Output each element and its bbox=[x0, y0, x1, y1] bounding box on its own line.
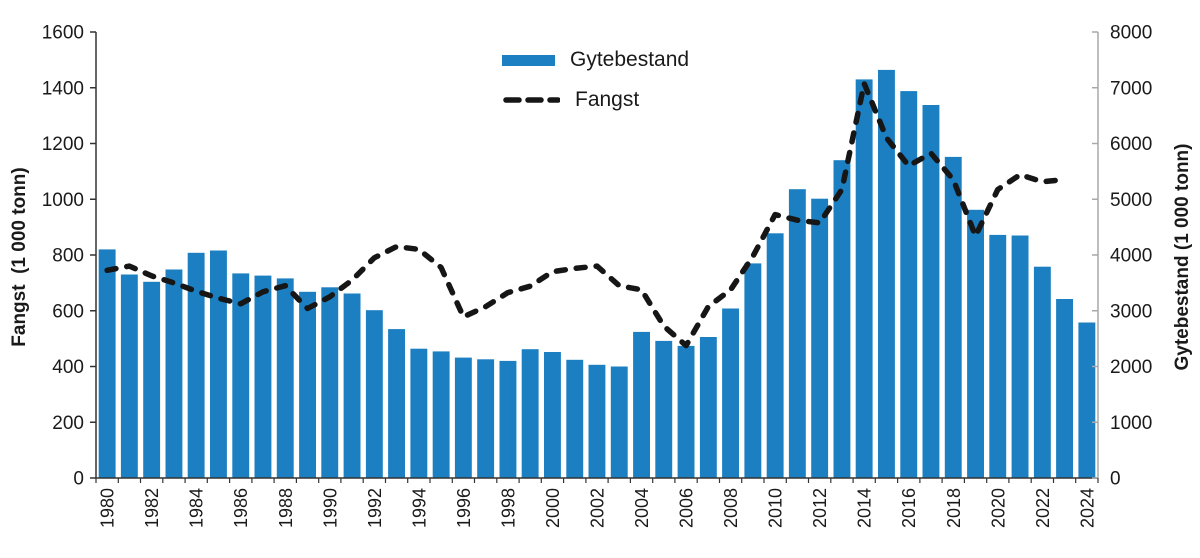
bar-2001 bbox=[566, 359, 584, 478]
bar-2004 bbox=[633, 331, 650, 478]
right-axis-tick-label: 7000 bbox=[1110, 78, 1152, 99]
bar-1998 bbox=[499, 360, 517, 478]
x-axis-year-label: 1982 bbox=[142, 488, 162, 528]
right-axis-tick-label: 2000 bbox=[1110, 357, 1152, 378]
right-axis-tick-label: 0 bbox=[1110, 469, 1121, 490]
bar-2002 bbox=[588, 364, 606, 478]
bar-1980 bbox=[98, 249, 116, 478]
x-axis-year-label: 2000 bbox=[543, 488, 563, 528]
x-axis-year-label: 1994 bbox=[409, 488, 429, 528]
bar-2019 bbox=[967, 209, 984, 479]
left-axis-tick-label: 600 bbox=[52, 301, 84, 322]
bar-2000 bbox=[544, 352, 561, 478]
bar-2007 bbox=[699, 337, 717, 478]
left-axis-tick-label: 400 bbox=[52, 357, 84, 378]
left-axis-tick-label: 1000 bbox=[42, 190, 84, 211]
bar-1987 bbox=[254, 275, 272, 478]
legend-item-fangst: Fangst bbox=[502, 88, 689, 112]
gytebestand-bar-swatch bbox=[502, 54, 555, 66]
right-axis-tick-label: 3000 bbox=[1110, 301, 1152, 322]
bar-1992 bbox=[365, 310, 383, 478]
fangst-line-swatch bbox=[503, 97, 560, 103]
bar-2023 bbox=[1056, 299, 1073, 478]
bar-1994 bbox=[410, 348, 428, 478]
bar-1995 bbox=[432, 351, 450, 478]
bar-2024 bbox=[1078, 322, 1096, 478]
fangst-line bbox=[104, 80, 1068, 349]
left-axis-tick-label: 1400 bbox=[42, 78, 84, 99]
right-axis-tick-label: 8000 bbox=[1110, 23, 1152, 44]
x-axis-year-label: 1996 bbox=[454, 488, 474, 528]
bar-2017 bbox=[922, 105, 940, 478]
bar-2016 bbox=[900, 91, 918, 478]
bar-2021 bbox=[1011, 235, 1029, 478]
bar-2008 bbox=[722, 308, 739, 478]
x-axis-year-label: 2016 bbox=[899, 488, 919, 528]
right-axis-tick-label: 1000 bbox=[1110, 413, 1152, 434]
left-axis-tick-label: 1600 bbox=[42, 23, 84, 44]
bar-1985 bbox=[210, 250, 227, 478]
legend-label-gytebestand: Gytebestand bbox=[570, 48, 690, 71]
x-axis-year-label: 2010 bbox=[766, 488, 786, 528]
bar-1999 bbox=[521, 349, 539, 478]
bar-2015 bbox=[878, 69, 895, 479]
left-axis-tick-label: 200 bbox=[52, 413, 84, 434]
left-axis-title: Fangst (1 000 tonn) bbox=[9, 167, 30, 347]
x-axis-year-label: 1988 bbox=[276, 488, 296, 528]
legend: Gytebestand Fangst bbox=[502, 48, 689, 128]
bar-2005 bbox=[655, 340, 673, 478]
x-axis-year-label: 1986 bbox=[231, 488, 251, 528]
left-axis-tick-label: 0 bbox=[73, 469, 84, 490]
x-axis-year-label: 2020 bbox=[988, 488, 1008, 528]
bar-2012 bbox=[811, 198, 829, 478]
bar-2013 bbox=[833, 160, 851, 478]
legend-label-fangst: Fangst bbox=[575, 88, 640, 111]
bar-1988 bbox=[276, 278, 294, 478]
x-axis-year-label: 2012 bbox=[810, 488, 830, 528]
bar-2006 bbox=[677, 345, 695, 478]
x-axis-year-label: 2004 bbox=[632, 488, 652, 528]
right-axis-title: Gytebestand (1 000 tonn) bbox=[1172, 143, 1193, 371]
bar-1986 bbox=[232, 273, 250, 478]
x-axis-year-label: 2018 bbox=[944, 488, 964, 528]
x-axis-year-label: 1992 bbox=[365, 488, 385, 528]
bar-1984 bbox=[187, 252, 205, 478]
left-axis-tick-label: 800 bbox=[52, 246, 84, 267]
x-axis-year-label: 1998 bbox=[498, 488, 518, 528]
x-axis-year-label: 2002 bbox=[588, 488, 608, 528]
bar-2010 bbox=[766, 233, 784, 478]
x-axis-year-label: 2006 bbox=[677, 488, 697, 528]
bar-1997 bbox=[477, 359, 495, 478]
legend-item-gytebestand: Gytebestand bbox=[502, 48, 689, 72]
bar-1982 bbox=[143, 281, 161, 478]
left-axis-tick-label: 1200 bbox=[42, 134, 84, 155]
x-axis-year-label: 2014 bbox=[855, 488, 875, 528]
bar-1993 bbox=[388, 329, 405, 478]
bar-1990 bbox=[321, 287, 339, 478]
bar-2014 bbox=[855, 79, 873, 479]
bar-2009 bbox=[744, 263, 762, 478]
bar-1981 bbox=[120, 274, 138, 478]
right-axis-tick-label: 6000 bbox=[1110, 134, 1152, 155]
x-axis-year-label: 1980 bbox=[98, 488, 118, 528]
bar-2018 bbox=[944, 156, 962, 478]
x-axis-year-label: 2022 bbox=[1033, 488, 1053, 528]
bar-2003 bbox=[610, 366, 628, 478]
bar-1989 bbox=[299, 291, 316, 478]
bar-1991 bbox=[343, 293, 361, 478]
bar-2022 bbox=[1033, 266, 1051, 478]
bar-1983 bbox=[165, 269, 183, 478]
bar-2011 bbox=[788, 189, 806, 478]
x-axis-year-label: 1990 bbox=[320, 488, 340, 528]
bar-1996 bbox=[454, 357, 472, 478]
x-axis-year-label: 2008 bbox=[721, 488, 741, 528]
x-axis-year-label: 2024 bbox=[1077, 488, 1097, 528]
right-axis-tick-label: 4000 bbox=[1110, 246, 1152, 267]
bar-2020 bbox=[989, 234, 1007, 478]
x-axis-year-label: 1984 bbox=[187, 488, 207, 528]
right-axis-tick-label: 5000 bbox=[1110, 190, 1152, 211]
